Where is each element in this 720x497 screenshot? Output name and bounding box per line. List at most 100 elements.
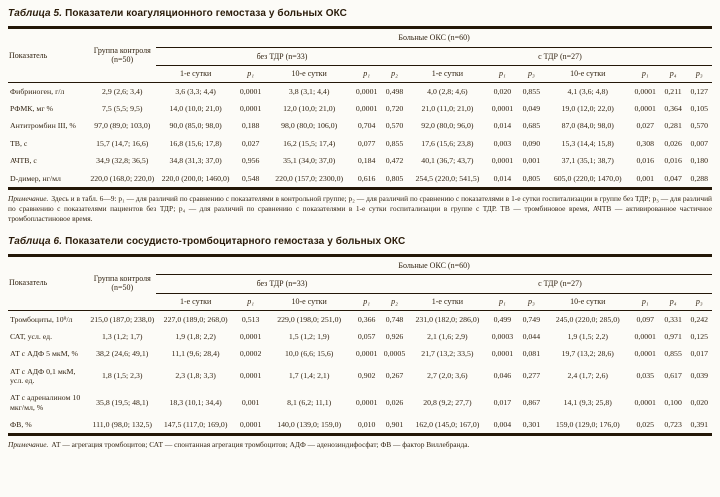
cell-value: 0,0001 bbox=[634, 397, 656, 407]
table6-subcol-p2: p₂ bbox=[381, 293, 408, 311]
table6-note-label: Примечание. bbox=[8, 440, 49, 450]
table5-subcol-day10-no-tdr: 10-е сутки bbox=[266, 65, 353, 83]
table6-subcol-day1-no-tdr: 1-е сутки bbox=[156, 293, 236, 311]
table-row: ТВ, с 15,7 (14,7; 16,6) 16,8 (15,6; 17,8) 0… bbox=[8, 135, 712, 152]
cell-value: 0,0005 bbox=[383, 349, 406, 359]
cell-value: 0,0001 bbox=[239, 331, 262, 341]
cell-value: 0,017 bbox=[493, 397, 512, 407]
cell-value: 0,097 bbox=[636, 314, 654, 324]
table-row: АТ с АДФ 5 мкМ, % 38,2 (24,6; 49,1) 11,1 (… bbox=[8, 345, 712, 362]
cell-value: 0,902 bbox=[357, 371, 376, 381]
cell-value: 3,6 (3,3; 4,4) bbox=[175, 86, 216, 96]
cell-value: 4,0 (2,8; 4,6) bbox=[427, 86, 468, 96]
cell-value: 0,003 bbox=[493, 138, 512, 148]
table5-subcol-p2: p₂ bbox=[381, 65, 408, 83]
cell-value: 140,0 (139,0; 159,0) bbox=[277, 419, 342, 429]
cell-value: 2,3 (1,8; 3,3) bbox=[175, 371, 216, 381]
cell-value: 0,513 bbox=[241, 314, 260, 324]
cell-value: 0,0001 bbox=[355, 349, 378, 359]
cell-value: 0,0001 bbox=[239, 86, 262, 96]
table6: Показатель Группа контроля (n=50) Больны… bbox=[8, 253, 712, 437]
table-row: АЧТВ, с 34,9 (32,8; 36,5) 34,8 (31,3; 37,0… bbox=[8, 152, 712, 169]
cell-value: 0,0001 bbox=[491, 104, 514, 114]
cell-value: 19,7 (13,2; 28,6) bbox=[561, 349, 614, 359]
cell-value: 0,026 bbox=[664, 138, 682, 148]
cell-value: 0,971 bbox=[664, 331, 682, 341]
cell-value: 15,7 (14,7; 16,6) bbox=[96, 138, 149, 148]
cell-value: 0,025 bbox=[636, 419, 654, 429]
cell-value: 90,0 (85,0; 98,0) bbox=[169, 121, 222, 131]
row-indicator-label: АТ с АДФ 5 мкМ, % bbox=[10, 349, 79, 359]
cell-value: 8,1 (6,2; 11,1) bbox=[287, 397, 332, 407]
cell-value: 231,0 (182,0; 286,0) bbox=[415, 314, 480, 324]
row-indicator-label: Тромбоциты, 10⁹/л bbox=[10, 314, 73, 324]
cell-value: 0,0001 bbox=[239, 104, 262, 114]
cell-value: 0,035 bbox=[636, 371, 654, 381]
table5-subcol-p3b: p₃ bbox=[686, 65, 712, 83]
cell-value: 0,0001 bbox=[239, 419, 262, 429]
table5-subcol-p1: p₁ bbox=[235, 65, 267, 83]
table6-note-text: АТ — агрегация тромбоцитов; САТ — спонта… bbox=[51, 440, 470, 450]
table6-note: Примечание. АТ — агрегация тромбоцитов; С… bbox=[8, 440, 712, 450]
table5-subcol-p1c: p₁ bbox=[486, 65, 518, 83]
cell-value: 0,288 bbox=[690, 173, 709, 183]
cell-value: 0,805 bbox=[385, 173, 404, 183]
table-row: Тромбоциты, 10⁹/л 215,0 (187,0; 238,0) 227… bbox=[8, 310, 712, 328]
cell-value: 1,3 (1,2; 1,7) bbox=[102, 331, 143, 341]
cell-value: 0,308 bbox=[636, 138, 654, 148]
cell-value: 34,8 (31,3; 37,0) bbox=[169, 156, 222, 166]
cell-value: 92,0 (80,0; 96,0) bbox=[421, 121, 474, 131]
cell-value: 605,0 (220,0; 1470,0) bbox=[553, 173, 622, 183]
table5-title-number: Таблица 5. bbox=[8, 8, 63, 19]
table6-title-number: Таблица 6. bbox=[8, 235, 63, 247]
cell-value: 0,100 bbox=[664, 397, 682, 407]
cell-value: 17,6 (15,6; 23,8) bbox=[421, 138, 474, 148]
cell-value: 0,0001 bbox=[634, 86, 656, 96]
cell-value: 0,281 bbox=[664, 121, 682, 131]
cell-value: 0,180 bbox=[690, 156, 709, 166]
cell-value: 1,5 (1,2; 1,9) bbox=[288, 331, 330, 341]
cell-value: 0,049 bbox=[522, 104, 541, 114]
cell-value: 0,805 bbox=[522, 173, 541, 183]
cell-value: 2,1 (1,6; 2,9) bbox=[427, 331, 468, 341]
cell-value: 147,5 (117,0; 169,0) bbox=[163, 419, 228, 429]
cell-value: 34,9 (32,8; 36,5) bbox=[96, 156, 149, 166]
row-indicator-label: Фибриноген, г/л bbox=[10, 86, 65, 96]
table6-subcol-day10-no-tdr: 10-е сутки bbox=[266, 293, 353, 311]
cell-value: 0,047 bbox=[664, 173, 682, 183]
table6-header-indicator: Показатель bbox=[8, 255, 89, 311]
cell-value: 21,0 (11,0; 21,0) bbox=[421, 104, 474, 114]
cell-value: 0,366 bbox=[357, 314, 376, 324]
cell-value: 0,016 bbox=[636, 156, 654, 166]
table6-title-text: Показатели сосудисто-тромбоцитарного гем… bbox=[65, 235, 406, 247]
cell-value: 38,2 (24,6; 49,1) bbox=[96, 349, 149, 359]
table5-subcol-day10-with-tdr: 10-е сутки bbox=[544, 65, 631, 83]
table5-title: Таблица 5. Показатели коагуляционного гем… bbox=[8, 8, 712, 19]
table6-subcol-p1d: p₁ bbox=[630, 293, 660, 311]
cell-value: 12,0 (10,0; 21,0) bbox=[283, 104, 336, 114]
cell-value: 0,125 bbox=[690, 331, 709, 341]
cell-value: 0,749 bbox=[522, 314, 541, 324]
cell-value: 20,8 (9,2; 27,7) bbox=[423, 397, 472, 407]
cell-value: 87,0 (84,0; 98,0) bbox=[561, 121, 614, 131]
cell-value: 37,1 (35,1; 38,7) bbox=[561, 156, 614, 166]
table6-header-with-tdr: с ТДР (n=27) bbox=[407, 274, 712, 294]
cell-value: 0,301 bbox=[522, 419, 541, 429]
cell-value: 0,004 bbox=[493, 419, 512, 429]
row-indicator-label: ФВ, % bbox=[10, 419, 32, 429]
cell-value: 0,184 bbox=[357, 156, 376, 166]
row-indicator-label: РФМК, мг % bbox=[10, 104, 53, 114]
cell-value: 11,1 (9,6; 28,4) bbox=[171, 349, 220, 359]
cell-value: 0,0001 bbox=[634, 331, 656, 341]
cell-value: 0,057 bbox=[357, 331, 376, 341]
cell-value: 0,044 bbox=[522, 331, 541, 341]
cell-value: 0,127 bbox=[690, 86, 709, 96]
cell-value: 0,020 bbox=[493, 86, 512, 96]
table-row: D-димер, нг/мл 220,0 (168,0; 220,0) 220,0 … bbox=[8, 170, 712, 189]
cell-value: 0,0002 bbox=[239, 349, 262, 359]
cell-value: 0,001 bbox=[636, 173, 654, 183]
table5: Показатель Группа контроля (n=50) Больны… bbox=[8, 26, 712, 190]
cell-value: 0,020 bbox=[690, 397, 709, 407]
cell-value: 0,855 bbox=[664, 349, 682, 359]
cell-value: 16,2 (15,5; 17,4) bbox=[283, 138, 336, 148]
